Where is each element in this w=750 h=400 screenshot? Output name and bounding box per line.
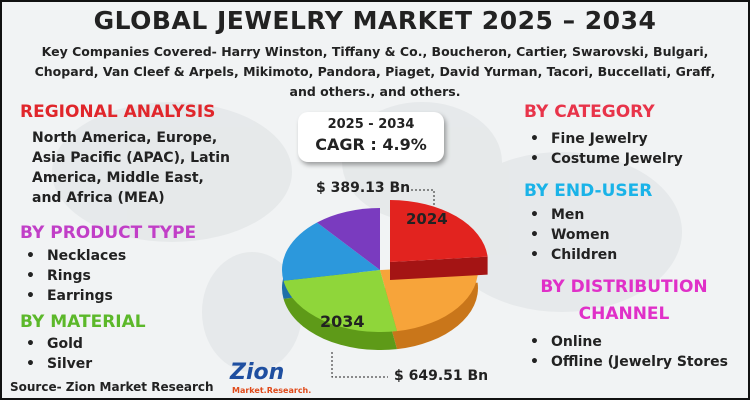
logo: Zion xyxy=(230,360,285,385)
list: Men Women Children xyxy=(528,205,617,265)
item: Costume Jewelry xyxy=(528,149,683,169)
logo-sub: Market.Research. xyxy=(232,386,312,395)
list: Online Offline (Jewelry Stores xyxy=(528,332,728,372)
pointer xyxy=(407,189,435,206)
companies: Key Companies Covered- Harry Winston, Ti… xyxy=(34,44,716,99)
heading: BY END-USER xyxy=(524,181,653,201)
item: Fine Jewelry xyxy=(528,129,683,149)
item: Necklaces xyxy=(24,246,126,266)
pie xyxy=(281,200,488,333)
item: Rings xyxy=(24,266,126,286)
value-label: $ 389.13 Bn xyxy=(316,180,411,196)
cagr-box: 2025 - 2034 CAGR : 4.9% xyxy=(298,112,444,162)
item: Gold xyxy=(24,334,92,354)
heading: REGIONAL ANALYSIS xyxy=(20,102,216,122)
item: Women xyxy=(528,225,617,245)
heading: BY DISTRIBUTION CHANNEL xyxy=(540,277,708,324)
item: Earrings xyxy=(24,286,126,306)
pointer xyxy=(331,352,388,378)
year-label: 2034 xyxy=(320,312,365,331)
item: Men xyxy=(528,205,617,225)
year-label: 2024 xyxy=(406,210,448,228)
value-label: $ 649.51 Bn xyxy=(394,368,489,384)
source: Source- Zion Market Research xyxy=(10,380,214,394)
title: GLOBAL JEWELRY MARKET 2025 – 2034 xyxy=(93,6,657,35)
item: Online xyxy=(528,332,728,352)
item: Children xyxy=(528,245,617,265)
list: Fine Jewelry Costume Jewelry xyxy=(528,129,683,169)
heading: BY PRODUCT TYPE xyxy=(20,223,197,243)
cagr: CAGR : 4.9% xyxy=(315,135,427,154)
item: Offline (Jewelry Stores xyxy=(528,352,728,372)
list: Necklaces Rings Earrings xyxy=(24,246,126,306)
list: Gold Silver xyxy=(24,334,92,374)
item: Silver xyxy=(24,354,92,374)
text: North America, Europe, Asia Pacific (APA… xyxy=(32,130,231,206)
period: 2025 - 2034 xyxy=(327,117,415,132)
heading: BY CATEGORY xyxy=(524,102,655,122)
heading: BY MATERIAL xyxy=(20,312,146,332)
